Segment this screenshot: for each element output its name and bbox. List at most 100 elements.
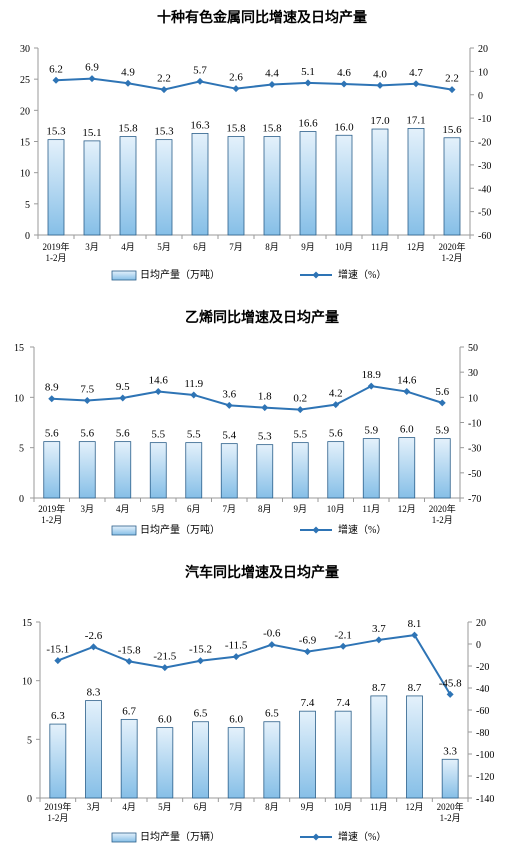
left-tick-label: 0 xyxy=(25,231,30,242)
x-category-label-line: 12月 xyxy=(405,802,423,812)
growth-value-label: -15.1 xyxy=(46,644,69,656)
growth-point-marker xyxy=(411,631,418,639)
growth-point-marker xyxy=(119,394,127,402)
growth-value-label: -6.9 xyxy=(299,635,317,647)
bar-value-label: 15.3 xyxy=(46,126,66,138)
growth-point-marker xyxy=(83,396,91,404)
growth-line xyxy=(57,634,452,695)
x-category-label: 7月 xyxy=(229,802,243,812)
x-category-label-line: 6月 xyxy=(187,504,201,514)
growth-point-marker xyxy=(48,395,56,403)
legend-line-marker xyxy=(312,526,320,534)
growth-value-label: 1.8 xyxy=(258,391,272,403)
growth-value-label: 14.6 xyxy=(149,375,169,387)
bar xyxy=(220,443,238,499)
growth-point-marker xyxy=(438,399,446,407)
right-tick-label: -60 xyxy=(476,706,489,717)
x-category-label: 7月 xyxy=(222,504,236,514)
growth-value-label: 5.1 xyxy=(301,66,315,78)
growth-point-marker xyxy=(446,690,454,698)
right-tick-label: 10 xyxy=(478,67,488,78)
bar xyxy=(327,441,345,499)
growth-point-marker xyxy=(54,657,62,665)
x-category-label: 2019年 1-2月 xyxy=(42,241,69,263)
x-category-label: 12月 xyxy=(407,242,425,252)
growth-point-marker xyxy=(197,657,204,665)
right-tick-label: 30 xyxy=(468,368,478,379)
x-category-label: 10月 xyxy=(327,504,345,514)
legend-bar-label: 日均产量（万辆） xyxy=(140,830,220,843)
legend-bar-label: 日均产量（万吨） xyxy=(140,268,220,281)
growth-line xyxy=(51,385,443,411)
bar-value-label: 5.6 xyxy=(45,428,59,440)
bar-value-label: 16.6 xyxy=(298,118,318,130)
left-tick-label: 25 xyxy=(20,75,30,86)
right-tick-label: -50 xyxy=(478,208,491,219)
growth-value-label: 5.7 xyxy=(193,64,207,76)
bar xyxy=(299,710,316,799)
x-category-label-line: 9月 xyxy=(301,242,315,252)
x-category-label-line: 6月 xyxy=(193,242,207,252)
x-category-label: 8月 xyxy=(265,802,279,812)
right-tick-label: -40 xyxy=(476,684,489,695)
growth-point-marker xyxy=(448,86,456,94)
growth-value-label: -11.5 xyxy=(225,640,248,652)
growth-value-label: -45.8 xyxy=(439,677,462,689)
x-category-label: 2019年 1-2月 xyxy=(38,503,65,525)
legend-line-label: 增速（%） xyxy=(338,268,386,281)
growth-value-label: 8.9 xyxy=(45,382,59,394)
bar-value-label: 6.5 xyxy=(194,708,208,720)
x-category-label: 10月 xyxy=(335,242,353,252)
bar xyxy=(192,721,209,799)
bar-value-label: 6.0 xyxy=(158,714,172,726)
left-tick-label: 0 xyxy=(19,494,24,505)
x-category-label-line: 10月 xyxy=(327,504,345,514)
x-category-label-line: 1-2月 xyxy=(440,813,461,823)
x-category-label-line: 7月 xyxy=(229,802,243,812)
x-category-label: 6月 xyxy=(187,504,201,514)
bar-value-label: 15.8 xyxy=(226,123,246,135)
growth-value-label: -21.5 xyxy=(153,651,176,663)
legend-line-label: 增速（%） xyxy=(338,523,386,536)
x-category-label-line: 3月 xyxy=(85,242,99,252)
x-category-label-line: 9月 xyxy=(301,802,315,812)
x-category-label-line: 8月 xyxy=(265,242,279,252)
bar-value-label: 7.4 xyxy=(336,697,350,709)
x-category-label-line: 1-2月 xyxy=(442,253,463,263)
growth-value-label: 3.6 xyxy=(222,388,236,400)
x-category-label: 9月 xyxy=(293,504,307,514)
bar xyxy=(433,438,451,499)
bar xyxy=(47,139,65,236)
bar-value-label: 7.4 xyxy=(301,697,315,709)
growth-value-label: 7.5 xyxy=(80,383,94,395)
x-category-label-line: 8月 xyxy=(265,802,279,812)
growth-value-label: 4.9 xyxy=(121,66,135,78)
bar-value-label: 15.6 xyxy=(442,124,462,136)
left-tick-label: 10 xyxy=(14,393,24,404)
growth-value-label: 11.9 xyxy=(184,378,203,390)
x-category-label: 11月 xyxy=(370,802,388,812)
chart-title: 汽车同比增速及日均产量 xyxy=(185,564,339,581)
x-category-label-line: 10月 xyxy=(334,802,352,812)
x-category-label-line: 6月 xyxy=(194,802,208,812)
growth-point-marker xyxy=(339,642,347,650)
bar-value-label: 6.0 xyxy=(400,424,414,436)
right-tick-label: 10 xyxy=(468,393,478,404)
bar-value-label: 6.7 xyxy=(122,705,136,717)
x-category-label-line: 4月 xyxy=(116,504,130,514)
x-category-label-line: 11月 xyxy=(371,242,389,252)
x-category-label-line: 11月 xyxy=(362,504,380,514)
x-category-label: 2020年 1-2月 xyxy=(429,503,456,525)
bar xyxy=(120,718,138,799)
legend-bar-label: 日均产量（万吨） xyxy=(140,523,220,536)
bar xyxy=(49,723,67,799)
growth-point-marker xyxy=(367,382,375,390)
x-category-label: 11月 xyxy=(371,242,389,252)
bar-value-label: 5.5 xyxy=(151,429,165,441)
chart-1: 十种有色金属同比增速及日均产量 0 5 10 15 20 25 30 -60 -50 -40 -30 -… xyxy=(20,9,491,281)
x-category-label: 4月 xyxy=(121,242,135,252)
x-category-label-line: 10月 xyxy=(335,242,353,252)
left-tick-label: 5 xyxy=(27,735,32,746)
bar-value-label: 5.6 xyxy=(116,428,130,440)
growth-point-marker xyxy=(375,636,383,644)
